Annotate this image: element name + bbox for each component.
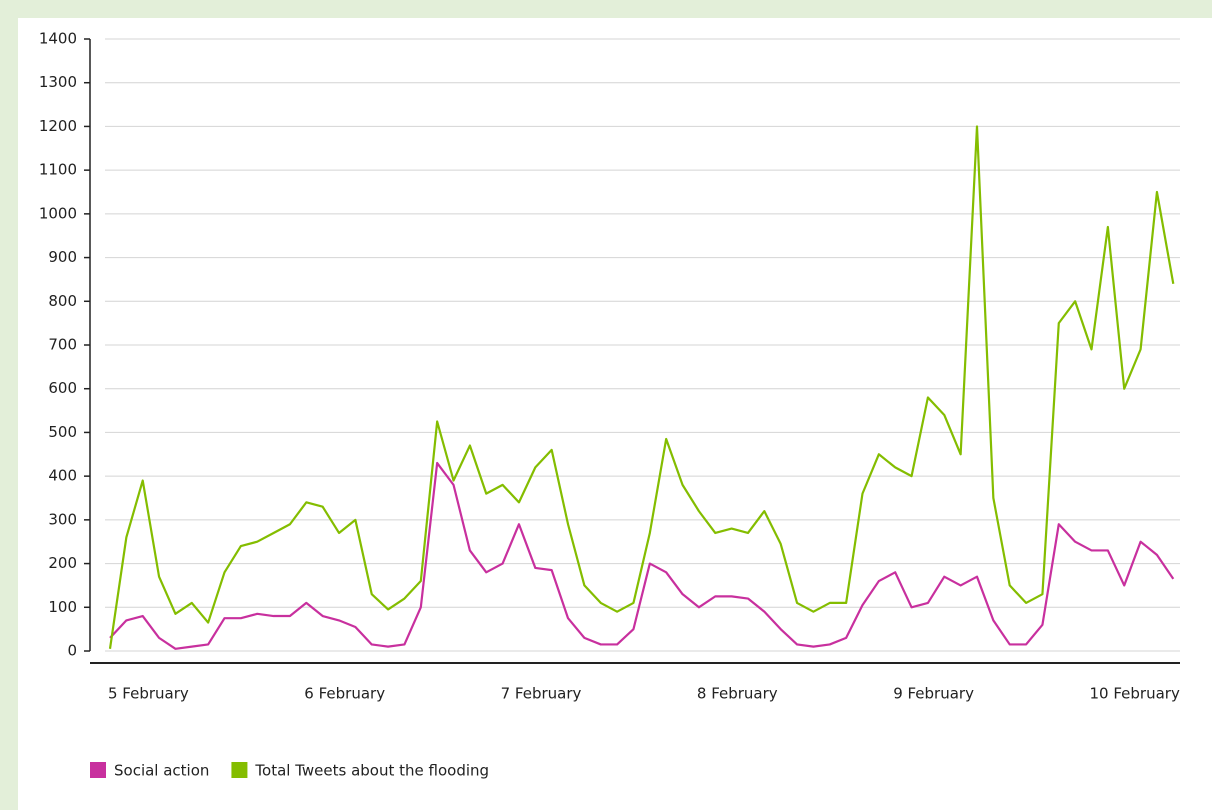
y-tick-label: 1100 — [39, 161, 77, 179]
legend-label: Social action — [114, 762, 209, 780]
y-tick-label: 1400 — [39, 30, 77, 48]
x-tick-label: 7 February — [501, 685, 582, 703]
legend-swatch — [90, 762, 106, 778]
y-tick-label: 0 — [67, 642, 77, 660]
x-tick-label: 5 February — [108, 685, 189, 703]
legend-label: Total Tweets about the flooding — [254, 762, 489, 780]
y-tick-label: 1200 — [39, 117, 77, 135]
y-tick-label: 500 — [48, 423, 77, 441]
y-tick-label: 1000 — [39, 204, 77, 222]
series-line — [109, 461, 1175, 650]
x-tick-label: 8 February — [697, 685, 778, 703]
y-tick-label: 900 — [48, 248, 77, 266]
x-tick-label: 9 February — [893, 685, 974, 703]
legend-swatch — [231, 762, 248, 778]
y-tick-label: 800 — [48, 292, 77, 310]
y-tick-label: 700 — [48, 336, 77, 354]
y-tick-label: 600 — [48, 379, 77, 397]
y-tick-label: 400 — [48, 467, 77, 485]
series-line — [108, 125, 1175, 649]
y-tick-label: 1300 — [39, 73, 77, 91]
x-tick-label: 6 February — [304, 685, 385, 703]
y-tick-label: 100 — [48, 598, 77, 616]
x-tick-label: 10 February — [1090, 685, 1180, 703]
y-tick-label: 300 — [48, 510, 77, 528]
y-tick-label: 200 — [48, 554, 77, 572]
chart-panel — [18, 18, 1212, 810]
